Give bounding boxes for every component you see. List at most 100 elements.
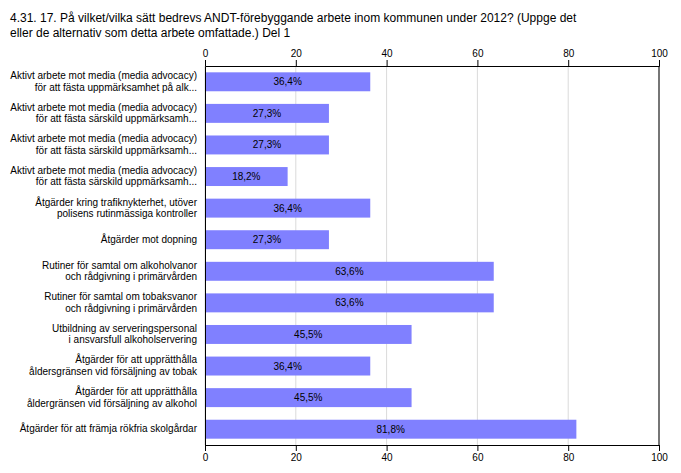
grid-line xyxy=(477,66,478,445)
tick: 60 xyxy=(472,445,484,463)
tick: Åtgärder för att upprätthållaåldersgräns… xyxy=(29,353,198,377)
tick: Rutiner för samtal om tobaksvanoroch råd… xyxy=(44,291,198,314)
tick-label: 40 xyxy=(382,452,394,463)
data-label: 45,5% xyxy=(294,329,322,340)
bar xyxy=(205,420,576,439)
data-label: 45,5% xyxy=(294,392,322,403)
tick: Aktivt arbete mot media (media advocacy)… xyxy=(10,133,197,156)
tick: Aktivt arbete mot media (media advocacy)… xyxy=(10,102,197,125)
tick: 60 xyxy=(472,48,484,66)
category-label: Aktivt arbete mot media (media advocacy)… xyxy=(10,102,197,125)
bar xyxy=(205,199,370,218)
tick: Åtgärder kring trafiknykterhet, utöverpo… xyxy=(35,196,197,220)
data-label: 18,2% xyxy=(232,171,260,182)
tick-mark xyxy=(659,445,660,451)
tick: 20 xyxy=(291,445,303,463)
x-axis-top: 0 20 40 60 80 100 xyxy=(203,48,669,67)
bar xyxy=(205,72,370,91)
tick-mark xyxy=(205,60,206,66)
tick: 80 xyxy=(563,445,575,463)
x-axis-bottom: 0 20 40 60 80 100 xyxy=(203,445,669,463)
tick-label: 40 xyxy=(382,48,394,59)
data-label: 36,4% xyxy=(273,76,301,87)
data-labels: 36,4% 27,3% 27,3% 18,2% 36,4% 27,3% 63,6% 63,6%… xyxy=(232,76,405,434)
bar xyxy=(205,262,494,281)
tick: Åtgärder mot dopning xyxy=(101,233,197,245)
data-label: 63,6% xyxy=(335,266,363,277)
bars xyxy=(205,72,576,438)
tick-mark xyxy=(296,445,297,451)
tick: Aktivt arbete mot media (media advocacy)… xyxy=(10,70,197,93)
tick-label: 0 xyxy=(203,48,209,59)
tick-label: 0 xyxy=(203,452,209,463)
bar xyxy=(205,357,370,376)
frame-line xyxy=(659,66,660,445)
category-label: Aktivt arbete mot media (media advocacy)… xyxy=(10,165,197,188)
chart: 4.31. 17. På vilket/vilka sätt bedrevs A… xyxy=(0,0,681,473)
tick: 100 xyxy=(651,48,668,66)
tick-label: 100 xyxy=(651,48,668,59)
axis-line xyxy=(206,60,660,67)
tick-label: 80 xyxy=(563,452,575,463)
title: 4.31. 17. På vilket/vilka sätt bedrevs A… xyxy=(10,11,577,40)
category-label: Åtgärder kring trafiknykterhet, utöverpo… xyxy=(35,196,197,220)
bar xyxy=(205,104,329,123)
data-label: 27,3% xyxy=(253,234,281,245)
tick: 100 xyxy=(651,445,668,463)
data-label: 81,8% xyxy=(377,424,405,435)
data-label: 36,4% xyxy=(273,361,301,372)
tick: 40 xyxy=(382,48,394,66)
tick: 40 xyxy=(382,445,394,463)
tick-label: 100 xyxy=(651,452,668,463)
tick-mark xyxy=(568,445,569,451)
axis-line xyxy=(206,446,660,452)
bar xyxy=(205,167,288,186)
tick: Åtgärder för att främja rökfria skolgård… xyxy=(20,422,198,434)
plot: 36,4% 27,3% 27,3% 18,2% 36,4% 27,3% 63,6% 63,6%… xyxy=(10,48,668,463)
tick-mark xyxy=(296,60,297,66)
chart-container: 4.31. 17. På vilket/vilka sätt bedrevs A… xyxy=(0,0,681,473)
category-label: Rutiner för samtal om alkoholvanoroch rå… xyxy=(42,260,198,283)
tick-label: 20 xyxy=(291,452,303,463)
tick-mark xyxy=(659,60,660,66)
tick: 20 xyxy=(291,48,303,66)
tick-mark xyxy=(477,60,478,66)
data-label: 36,4% xyxy=(273,203,301,214)
tick-mark xyxy=(568,60,569,66)
grid-line xyxy=(205,66,206,445)
tick-label: 60 xyxy=(472,452,484,463)
tick: 0 xyxy=(203,48,209,66)
tick-mark xyxy=(387,445,388,451)
category-label: Åtgärder för att främja rökfria skolgård… xyxy=(20,422,198,434)
tick-label: 80 xyxy=(563,48,575,59)
tick: 0 xyxy=(203,445,209,463)
category-label: Åtgärder för att upprätthållaåldersgräns… xyxy=(29,353,198,377)
data-label: 63,6% xyxy=(335,297,363,308)
category-label: Åtgärder för att upprätthållaåldergränse… xyxy=(27,385,198,409)
tick: Utbildning av serveringspersonali ansvar… xyxy=(52,323,197,346)
category-label: Åtgärder mot dopning xyxy=(101,233,197,245)
tick-label: 60 xyxy=(472,48,484,59)
bar xyxy=(205,388,412,407)
grid-line xyxy=(568,66,569,445)
data-label: 27,3% xyxy=(253,108,281,119)
bar xyxy=(205,135,329,154)
tick: Åtgärder för att upprätthållaåldergränse… xyxy=(27,385,198,409)
bar xyxy=(205,293,494,312)
grid-line xyxy=(659,66,660,445)
bar xyxy=(205,325,412,344)
tick-mark xyxy=(205,445,206,451)
category-label: Aktivt arbete mot media (media advocacy)… xyxy=(10,133,197,156)
grid xyxy=(205,66,659,445)
category-label: Aktivt arbete mot media (media advocacy)… xyxy=(10,70,197,93)
tick-mark xyxy=(477,445,478,451)
tick: Aktivt arbete mot media (media advocacy)… xyxy=(10,165,197,188)
tick: Rutiner för samtal om alkoholvanoroch rå… xyxy=(42,260,198,283)
y-axis: Aktivt arbete mot media (media advocacy)… xyxy=(10,67,205,446)
category-label: Utbildning av serveringspersonali ansvar… xyxy=(52,323,197,346)
bar xyxy=(205,230,329,249)
tick-label: 20 xyxy=(291,48,303,59)
tick-mark xyxy=(387,60,388,66)
data-label: 27,3% xyxy=(253,139,281,150)
category-label: Rutiner för samtal om tobaksvanoroch råd… xyxy=(44,291,198,314)
